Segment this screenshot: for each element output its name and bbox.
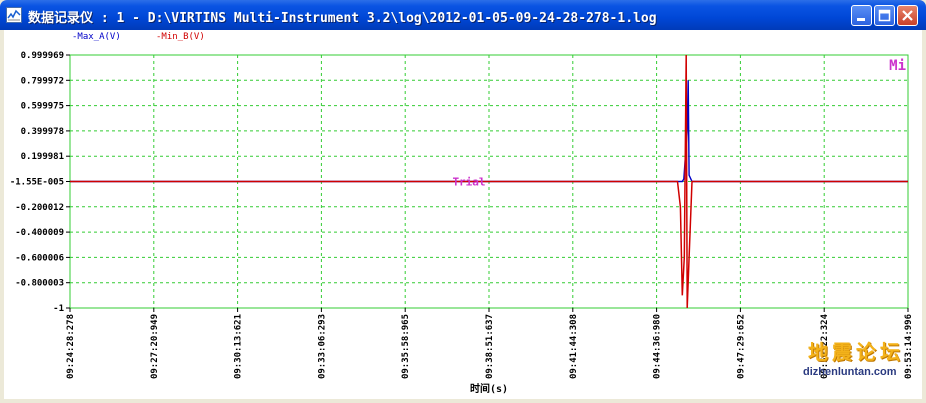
maximize-button[interactable] [874,5,895,26]
y-tick-label: -0.400009 [15,228,64,238]
close-icon [902,10,913,21]
legend-min-b: -Min_B(V) [156,32,205,42]
series-line-min-b [70,54,908,309]
y-tick-label: -1.55E-005 [10,178,64,188]
x-axis-label: 时间(s) [470,382,508,395]
title-bar[interactable]: 数据记录仪 : 1 - D:\VIRTINS Multi-Instrument … [0,0,926,30]
x-tick-label: 09:38:51:637 [485,314,495,379]
y-tick-label: 0.599975 [21,102,64,112]
y-tick-label: -0.600006 [15,253,64,263]
legend-max-a: -Max_A(V) [72,32,121,42]
x-tick-label: 09:41:44:308 [569,314,579,379]
y-tick-label: -0.200012 [15,203,64,213]
corner-label: Mi [889,58,906,74]
x-tick-label: 09:53:14:996 [904,314,914,379]
close-button[interactable] [897,5,918,26]
chart-area: -Max_A(V) -Min_B(V) 0.999969 0.799972 0.59… [4,30,922,399]
y-tick-label: 0.999969 [21,51,64,61]
chart-window-icon[interactable] [6,7,22,23]
x-tick-label: 09:50:22:324 [820,313,830,379]
x-tick-label: 09:33:06:293 [317,314,327,379]
trial-annotation: Trial [452,175,485,188]
x-tick-label: 09:35:58:965 [401,314,411,379]
line-chart[interactable]: 0.999969 0.799972 0.599975 0.399978 0.199981… [4,30,922,399]
y-tick-label: 0.399978 [21,127,64,137]
x-tick-label: 09:47:29:652 [736,314,746,379]
minimize-icon [857,18,865,21]
y-tick-label: 0.199981 [21,152,64,162]
x-tick-label: 09:24:28:278 [66,314,76,379]
window-title: 数据记录仪 : 1 - D:\VIRTINS Multi-Instrument … [28,11,657,26]
x-tick-label: 09:44:36:980 [653,314,663,379]
watermark-logo: 地震论坛 [808,340,904,364]
y-tick-label: 0.799972 [21,76,64,86]
x-tick-label: 09:27:20:949 [150,314,160,379]
watermark-url: dizhenluntan.com [803,366,897,378]
series-line-max-a [70,80,908,183]
x-tick-label: 09:30:13:621 [234,314,244,379]
maximize-icon [878,9,891,22]
y-tick-label: -0.800003 [15,279,64,289]
minimize-button[interactable] [851,5,872,26]
y-tick-label: -1 [53,304,64,314]
